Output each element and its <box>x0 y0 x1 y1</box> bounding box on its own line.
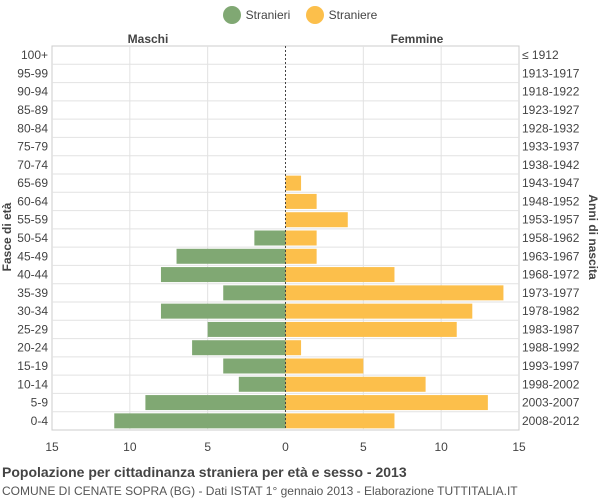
bar-stranieri <box>176 248 286 264</box>
header-maschi: Maschi <box>128 32 169 46</box>
age-group-label: 35-39 <box>17 286 48 300</box>
bar-straniere <box>285 285 504 301</box>
bar-straniere <box>285 413 395 429</box>
bar-stranieri <box>223 285 286 301</box>
birth-year-label: 1938-1942 <box>522 158 580 172</box>
birth-year-label: 1958-1962 <box>522 231 580 245</box>
chart-title: Popolazione per cittadinanza straniera p… <box>2 464 407 480</box>
x-tick-label: 15 <box>45 440 59 454</box>
birth-year-label: 1973-1977 <box>522 286 580 300</box>
birth-year-label: 1998-2002 <box>522 377 580 391</box>
age-group-label: 30-34 <box>17 304 48 318</box>
bar-straniere <box>285 303 473 319</box>
birth-year-label: 1983-1987 <box>522 322 580 336</box>
birth-year-label: 1993-1997 <box>522 359 580 373</box>
population-pyramid-chart: 15 10 5 0 5 10 15 100+ ≤ 1912 95-99 1913-1917 90-94… <box>0 32 600 454</box>
bar-stranieri <box>114 413 286 429</box>
birth-year-label: 1978-1982 <box>522 304 580 318</box>
bar-straniere <box>285 395 488 411</box>
age-group-label: 5-9 <box>31 396 49 410</box>
age-group-label: 25-29 <box>17 322 48 336</box>
age-group-label: 0-4 <box>31 414 49 428</box>
bar-stranieri <box>238 376 286 392</box>
birth-year-label: 1913-1917 <box>522 66 580 80</box>
birth-year-label: 1943-1947 <box>522 176 580 190</box>
x-tick-label: 5 <box>204 440 211 454</box>
x-tick-label: 15 <box>512 440 526 454</box>
bar-straniere <box>285 340 302 356</box>
legend-label-stranieri: Stranieri <box>245 8 291 22</box>
chart-subtitle: COMUNE DI CENATE SOPRA (BG) - Dati ISTAT… <box>2 484 518 498</box>
legend-swatch-straniere <box>305 6 324 24</box>
birth-year-label: 1928-1932 <box>522 121 580 135</box>
age-group-label: 70-74 <box>17 158 48 172</box>
age-group-label: 50-54 <box>17 231 48 245</box>
age-group-label: 55-59 <box>17 213 48 227</box>
bar-straniere <box>285 248 317 264</box>
age-group-label: 90-94 <box>17 85 48 99</box>
labels-layer: 15 10 5 0 5 10 15 100+ ≤ 1912 95-99 1913-1917 90-94… <box>17 48 579 454</box>
birth-year-label: 1953-1957 <box>522 213 580 227</box>
age-group-label: 95-99 <box>17 66 48 80</box>
bar-straniere <box>285 358 364 374</box>
age-group-label: 60-64 <box>17 194 48 208</box>
bar-stranieri <box>192 340 286 356</box>
x-tick-label: 10 <box>123 440 137 454</box>
bar-straniere <box>285 193 317 209</box>
bar-stranieri <box>160 303 286 319</box>
birth-year-label: 1948-1952 <box>522 194 580 208</box>
age-group-label: 100+ <box>21 48 48 62</box>
bars-layer <box>114 46 504 430</box>
bar-straniere <box>285 321 457 337</box>
legend-label-straniere: Straniere <box>328 8 378 22</box>
age-group-label: 85-89 <box>17 103 48 117</box>
bar-stranieri <box>223 358 286 374</box>
age-group-label: 45-49 <box>17 249 48 263</box>
x-tick-label: 10 <box>434 440 448 454</box>
bar-straniere <box>285 212 348 228</box>
bar-straniere <box>285 376 426 392</box>
age-group-label: 65-69 <box>17 176 48 190</box>
bar-stranieri <box>160 267 286 283</box>
legend-item-stranieri[interactable]: Stranieri <box>222 6 291 24</box>
birth-year-label: 1918-1922 <box>522 85 580 99</box>
birth-year-label: 1988-1992 <box>522 341 580 355</box>
y-axis-label-left: Fasce di età <box>0 202 14 271</box>
birth-year-label: ≤ 1912 <box>522 48 559 62</box>
age-group-label: 10-14 <box>17 377 48 391</box>
bar-stranieri <box>145 395 286 411</box>
age-group-label: 40-44 <box>17 268 48 282</box>
birth-year-label: 2008-2012 <box>522 414 580 428</box>
bar-straniere <box>285 230 317 246</box>
birth-year-label: 1963-1967 <box>522 249 580 263</box>
bar-stranieri <box>254 230 286 246</box>
age-group-label: 75-79 <box>17 140 48 154</box>
age-group-label: 80-84 <box>17 121 48 135</box>
bar-stranieri <box>207 321 286 337</box>
legend-swatch-stranieri <box>222 6 241 24</box>
age-group-label: 20-24 <box>17 341 48 355</box>
x-tick-label: 0 <box>282 440 289 454</box>
chart-legend: Stranieri Straniere <box>0 6 600 27</box>
y-axis-label-right: Anni di nascita <box>586 194 600 280</box>
header-femmine: Femmine <box>391 32 444 46</box>
birth-year-label: 1933-1937 <box>522 140 580 154</box>
legend-item-straniere[interactable]: Straniere <box>305 6 378 24</box>
birth-year-label: 1968-1972 <box>522 268 580 282</box>
x-tick-label: 5 <box>360 440 367 454</box>
birth-year-label: 2003-2007 <box>522 396 580 410</box>
bar-straniere <box>285 175 302 191</box>
birth-year-label: 1923-1927 <box>522 103 580 117</box>
age-group-label: 15-19 <box>17 359 48 373</box>
bar-straniere <box>285 267 395 283</box>
